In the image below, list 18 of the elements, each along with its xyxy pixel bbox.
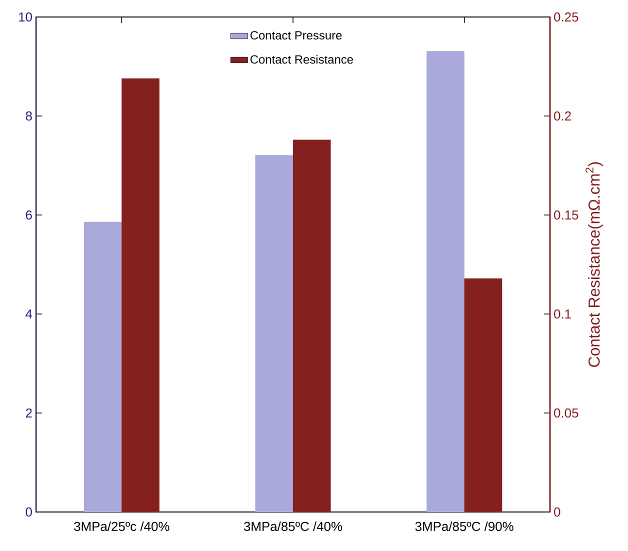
- y2-tick-label: 0.25: [554, 12, 578, 22]
- y-tick-label: 2: [26, 408, 32, 418]
- y2-tick-label: 0.1: [554, 309, 571, 319]
- y2-tick-label: 0.15: [554, 210, 578, 220]
- y-tick-label: 8: [26, 111, 32, 121]
- y-tick-label: 10: [19, 12, 32, 22]
- legend-label: Contact Pressure: [250, 31, 342, 40]
- y2-tick-label: 0: [554, 507, 560, 517]
- x-tick-label: 3MPa/85ºC /90%: [415, 522, 514, 532]
- y-tick-label: 4: [26, 310, 32, 318]
- y-tick-label: 6: [26, 210, 32, 220]
- y2-axis-title: Contact Resistance(mΩ.cm$^{2}$): [586, 162, 603, 367]
- x-tick-label: 3MPa/25ºc /40%: [74, 522, 170, 532]
- legend-label: Contact Resistance: [250, 54, 353, 64]
- y2-tick-label: 0.05: [554, 408, 578, 418]
- x-tick-label: 3MPa/85ºC /40%: [244, 522, 342, 532]
- y-tick-label: 0: [26, 507, 32, 517]
- y2-tick-label: 0.2: [554, 111, 571, 121]
